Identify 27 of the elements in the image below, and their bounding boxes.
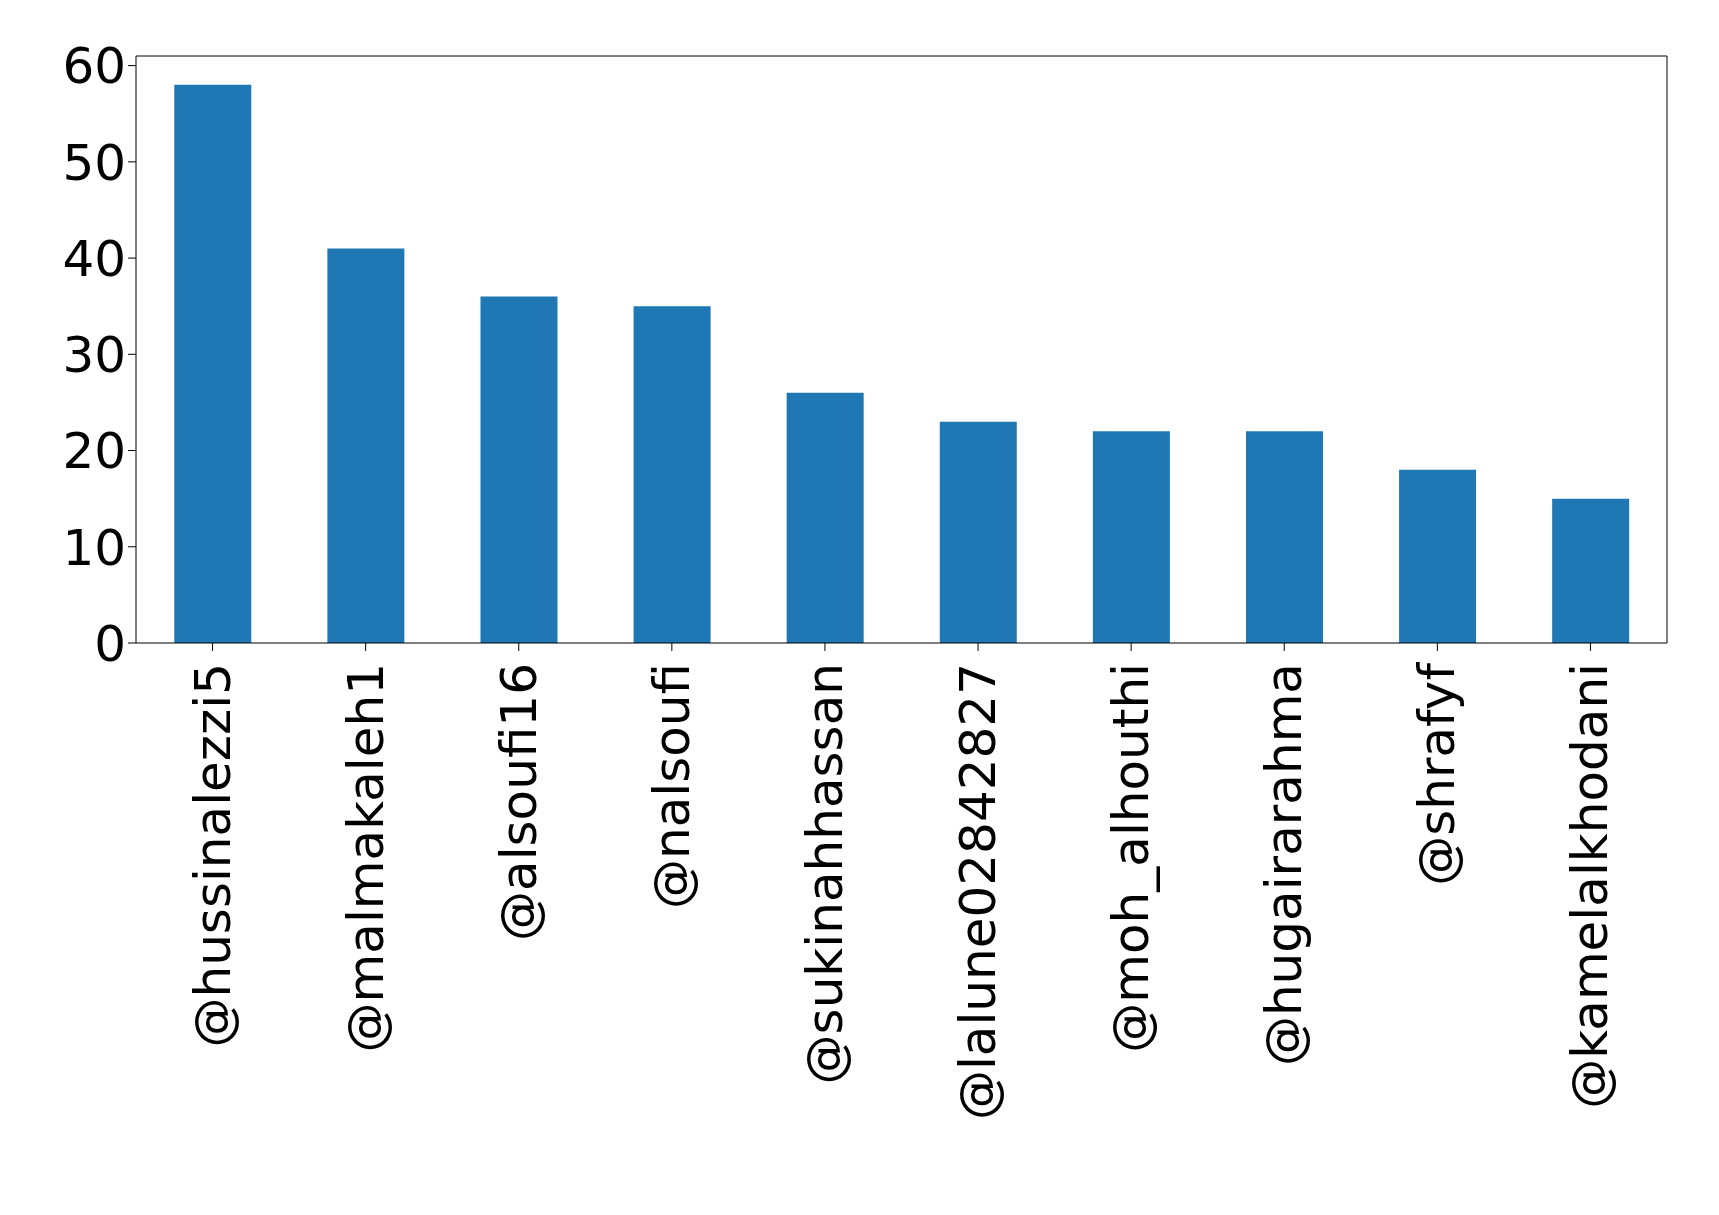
bar xyxy=(174,84,252,643)
bar xyxy=(786,392,864,643)
y-tick-label: 0 xyxy=(94,614,126,673)
bar xyxy=(480,296,558,643)
bar xyxy=(327,248,405,643)
x-tick-label: @alsoufi16 xyxy=(489,663,548,941)
x-tick-label: @hugairarahma xyxy=(1255,663,1314,1067)
y-tick-label: 30 xyxy=(62,326,126,385)
y-tick-label: 20 xyxy=(62,422,126,481)
x-tick-label: @kamelalkhodani xyxy=(1561,663,1620,1109)
y-tick-label: 60 xyxy=(62,37,126,96)
bar xyxy=(633,306,711,643)
y-tick-label: 40 xyxy=(62,229,126,288)
bar xyxy=(1245,431,1323,643)
y-tick-label: 10 xyxy=(62,518,126,577)
x-tick-label: @malmakaleh1 xyxy=(336,663,395,1053)
y-tick-label: 50 xyxy=(62,133,126,192)
bar xyxy=(1092,431,1170,643)
bar xyxy=(939,421,1017,643)
bar xyxy=(1399,469,1477,643)
x-tick-label: @nalsoufi xyxy=(642,663,701,910)
bar xyxy=(1552,498,1630,643)
x-tick-label: @lalune02842827 xyxy=(949,663,1008,1121)
x-tick-label: @moh_alhouthi xyxy=(1102,663,1161,1053)
x-tick-label: @shrafyf xyxy=(1408,661,1467,886)
x-tick-label: @sukinahhassan xyxy=(795,663,854,1085)
x-tick-label: @hussinalezzi5 xyxy=(183,663,242,1048)
